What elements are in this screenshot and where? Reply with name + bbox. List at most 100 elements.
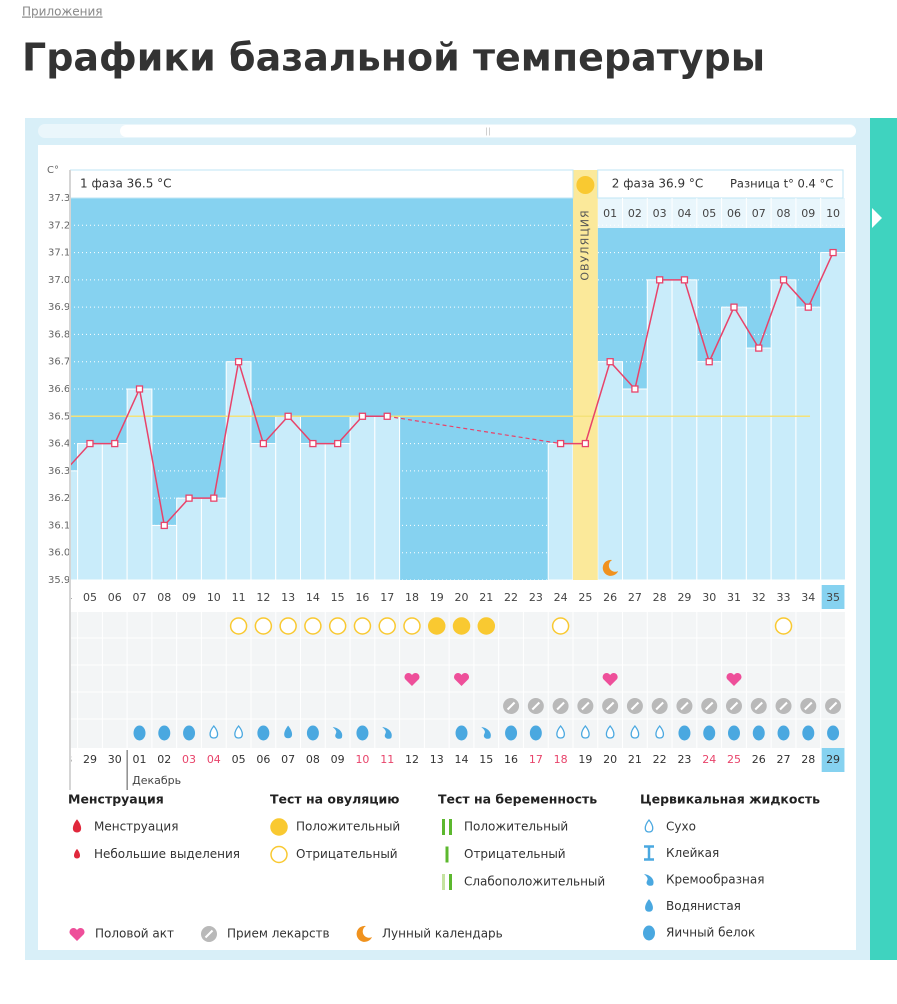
icon	[306, 725, 319, 741]
x-tick-label: 20	[455, 591, 469, 604]
temperature-column	[300, 443, 326, 581]
icon	[644, 845, 654, 861]
temperature-column	[349, 415, 376, 581]
x-tick-label: 11	[232, 591, 246, 604]
icon	[378, 617, 396, 635]
side-panel[interactable]	[870, 118, 897, 960]
temperature-point	[334, 439, 342, 448]
month-label: Декабрь	[132, 774, 181, 787]
temperature-column	[696, 361, 723, 581]
phase2-day: 10	[826, 207, 840, 220]
egg-white-icon	[678, 725, 691, 741]
temperature-line	[560, 252, 834, 445]
icon	[802, 725, 815, 741]
x-tick-label: 24	[554, 591, 568, 604]
x-tick-label: 12	[256, 591, 270, 604]
egg-white-icon	[505, 725, 518, 741]
icon	[775, 698, 792, 714]
creamy-icon	[382, 727, 392, 739]
date-label: 12	[405, 753, 419, 766]
x-tick-label: 28	[653, 591, 667, 604]
x-tick-label: 27	[628, 591, 642, 604]
date-label: 06	[256, 753, 270, 766]
y-tick-label: 37.3	[48, 193, 70, 204]
phase2-box	[597, 169, 844, 199]
temperature-point	[185, 494, 193, 502]
phase2-day: 08	[777, 207, 791, 220]
legend-item: Прием лекарств	[227, 927, 330, 941]
icon	[644, 874, 654, 886]
temperature-point	[111, 439, 119, 448]
date-label: 27	[777, 753, 791, 766]
breadcrumb[interactable]: Приложения	[22, 5, 103, 19]
x-tick-label: 13	[281, 591, 295, 604]
temperature-point	[755, 344, 763, 352]
phase2-day: 02	[628, 207, 642, 220]
date-label: 20	[603, 753, 617, 766]
scroll-thumb[interactable]	[120, 125, 856, 137]
date-label: 22	[653, 753, 667, 766]
pill-slash	[506, 701, 516, 711]
icon	[825, 698, 842, 714]
phase2-day: 07	[752, 207, 766, 220]
pill-slash	[630, 701, 640, 711]
ovulation-test-icon	[378, 617, 396, 635]
y-tick-label: 37.2	[48, 220, 70, 231]
egg-white-icon	[643, 925, 655, 941]
temperature-column	[151, 524, 178, 581]
x-tick-label: 21	[479, 591, 493, 604]
ovulation-test-icon	[254, 617, 273, 635]
egg-white-icon	[703, 725, 716, 741]
temperature-point	[309, 439, 317, 448]
temperature-point	[160, 521, 168, 530]
temperature-point	[383, 412, 391, 420]
temperature-column	[721, 306, 747, 581]
temperature-point	[259, 439, 268, 448]
y-tick-label: 37.1	[48, 248, 70, 259]
test-bar	[442, 874, 445, 890]
icon	[158, 725, 171, 741]
ovulation-test-icon	[477, 617, 496, 635]
icon	[403, 617, 421, 635]
current-day-bg	[821, 585, 845, 609]
drop-icon	[74, 848, 80, 859]
icon	[477, 617, 496, 635]
icon	[651, 698, 668, 714]
temperature-column	[200, 497, 227, 581]
egg-white-icon	[455, 725, 468, 741]
legend-item: Положительный	[464, 820, 568, 834]
egg-white-icon	[306, 725, 319, 741]
y-tick-label: 36.1	[48, 520, 70, 531]
icon	[133, 725, 146, 741]
pill-slash	[680, 701, 689, 711]
icon	[643, 925, 655, 941]
pill-slash	[531, 701, 541, 711]
ovulation-marker	[576, 176, 595, 194]
phase2-day: 04	[677, 207, 691, 220]
legend-item: Кремообразная	[666, 873, 764, 887]
x-tick-label: 07	[133, 591, 147, 604]
ovulation-label: ОВУЛЯЦИЯ	[578, 209, 591, 280]
legend-item: Половой акт	[95, 927, 174, 941]
drop-icon	[209, 724, 219, 739]
drop-icon	[630, 724, 640, 739]
pill-slash	[655, 701, 664, 711]
x-tick-label: 29	[677, 591, 691, 604]
egg-white-icon	[183, 725, 196, 741]
y-tick-label: 36.2	[48, 493, 70, 504]
ovulation-test-icon	[452, 617, 471, 635]
date-label: 14	[455, 753, 469, 766]
egg-white-icon	[356, 725, 369, 741]
x-tick-label: 15	[331, 591, 345, 604]
egg-white-icon	[727, 725, 740, 741]
phase2-label: 2 фаза 36.9 °С	[612, 177, 704, 191]
ovulation-test-icon	[551, 617, 570, 635]
ovulation-test-icon	[270, 845, 288, 864]
moon-icon	[356, 925, 372, 942]
temperature-column	[324, 443, 351, 581]
temperature-column	[250, 443, 277, 581]
legend-item: Менструация	[94, 820, 178, 834]
heart-icon	[404, 672, 420, 686]
temperature-point	[284, 412, 292, 420]
icon	[72, 819, 82, 833]
